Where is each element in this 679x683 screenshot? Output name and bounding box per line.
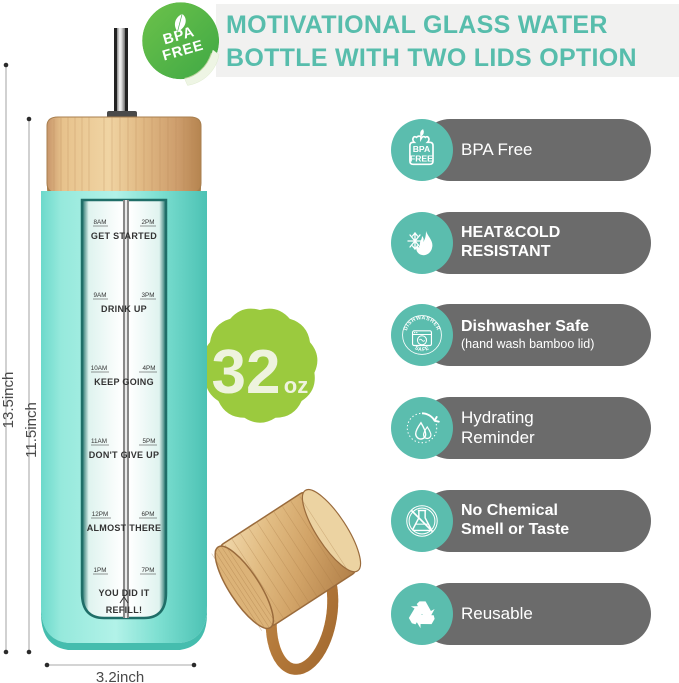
svg-text:DON'T GIVE UP: DON'T GIVE UP	[89, 450, 160, 460]
svg-text:4PM: 4PM	[143, 365, 156, 372]
svg-text:GET STARTED: GET STARTED	[91, 231, 157, 241]
svg-text:KEEP GOING: KEEP GOING	[94, 377, 154, 387]
svg-text:2PM: 2PM	[142, 219, 155, 226]
svg-text:12PM: 12PM	[92, 511, 108, 518]
svg-text:DISHWASHER: DISHWASHER	[403, 315, 441, 332]
svg-text:11AM: 11AM	[91, 438, 107, 445]
svg-text:6PM: 6PM	[142, 511, 155, 518]
svg-text:1PM: 1PM	[94, 567, 107, 574]
svg-text:8AM: 8AM	[94, 219, 107, 226]
svg-text:SAFE: SAFE	[413, 345, 430, 353]
svg-text:3PM: 3PM	[142, 292, 155, 299]
svg-text:FREE: FREE	[410, 154, 433, 164]
svg-text:DRINK UP: DRINK UP	[101, 304, 147, 314]
svg-text:13.5inch: 13.5inch	[0, 372, 17, 429]
svg-text:5PM: 5PM	[143, 438, 156, 445]
svg-text:7PM: 7PM	[142, 567, 155, 574]
svg-text:REFILL!: REFILL!	[106, 605, 143, 615]
svg-text:10AM: 10AM	[91, 365, 107, 372]
svg-text:9AM: 9AM	[94, 292, 107, 299]
svg-text:oz: oz	[284, 373, 308, 398]
svg-text:ALMOST THERE: ALMOST THERE	[87, 523, 162, 533]
